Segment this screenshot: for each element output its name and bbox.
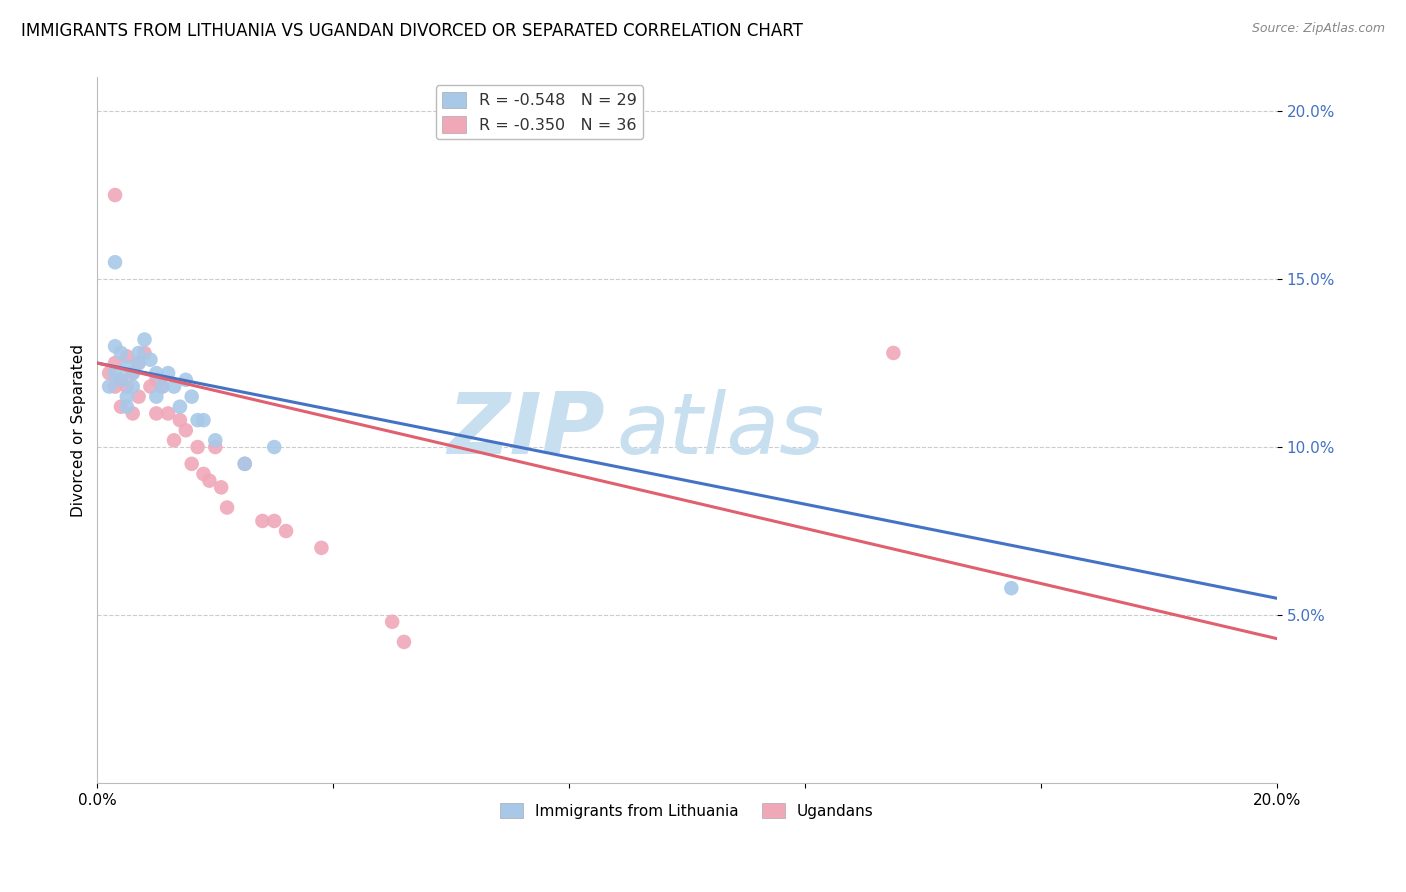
Point — [110, 373, 132, 387]
Point — [263, 514, 285, 528]
Point — [187, 440, 209, 454]
Point — [98, 366, 121, 380]
Point — [121, 379, 143, 393]
Point — [139, 379, 162, 393]
Point — [233, 457, 256, 471]
Point — [121, 366, 143, 380]
Point — [174, 423, 197, 437]
Point — [104, 339, 127, 353]
Point — [139, 352, 162, 367]
Point — [157, 406, 180, 420]
Point — [204, 434, 226, 448]
Point — [115, 379, 138, 393]
Point — [193, 413, 215, 427]
Point — [180, 457, 202, 471]
Text: IMMIGRANTS FROM LITHUANIA VS UGANDAN DIVORCED OR SEPARATED CORRELATION CHART: IMMIGRANTS FROM LITHUANIA VS UGANDAN DIV… — [21, 22, 803, 40]
Point — [98, 379, 121, 393]
Point — [193, 467, 215, 481]
Point — [115, 349, 138, 363]
Legend: Immigrants from Lithuania, Ugandans: Immigrants from Lithuania, Ugandans — [494, 797, 880, 825]
Point — [145, 390, 167, 404]
Point — [115, 359, 138, 374]
Point — [150, 379, 173, 393]
Point — [381, 615, 404, 629]
Text: Source: ZipAtlas.com: Source: ZipAtlas.com — [1251, 22, 1385, 36]
Point — [134, 346, 156, 360]
Point — [1000, 581, 1022, 595]
Point — [115, 400, 138, 414]
Point — [110, 400, 132, 414]
Point — [263, 440, 285, 454]
Point — [128, 390, 150, 404]
Point — [128, 356, 150, 370]
Point — [882, 346, 904, 360]
Point — [115, 390, 138, 404]
Point — [217, 500, 239, 515]
Point — [145, 373, 167, 387]
Point — [252, 514, 274, 528]
Point — [392, 635, 415, 649]
Point — [110, 373, 132, 387]
Point — [274, 524, 297, 538]
Point — [233, 457, 256, 471]
Text: atlas: atlas — [616, 389, 824, 472]
Point — [187, 413, 209, 427]
Point — [198, 474, 221, 488]
Point — [128, 356, 150, 370]
Y-axis label: Divorced or Separated: Divorced or Separated — [72, 343, 86, 516]
Point — [169, 400, 191, 414]
Point — [204, 440, 226, 454]
Point — [104, 379, 127, 393]
Point — [163, 434, 186, 448]
Point — [311, 541, 333, 555]
Point — [150, 379, 173, 393]
Text: ZIP: ZIP — [447, 389, 605, 472]
Point — [134, 333, 156, 347]
Point — [163, 379, 186, 393]
Point — [104, 366, 127, 380]
Point — [121, 406, 143, 420]
Point — [169, 413, 191, 427]
Point — [145, 366, 167, 380]
Point — [104, 188, 127, 202]
Point — [104, 255, 127, 269]
Point — [180, 390, 202, 404]
Point — [145, 406, 167, 420]
Point — [157, 366, 180, 380]
Point — [209, 480, 232, 494]
Point — [128, 346, 150, 360]
Point — [174, 373, 197, 387]
Point — [121, 366, 143, 380]
Point — [110, 346, 132, 360]
Point — [104, 356, 127, 370]
